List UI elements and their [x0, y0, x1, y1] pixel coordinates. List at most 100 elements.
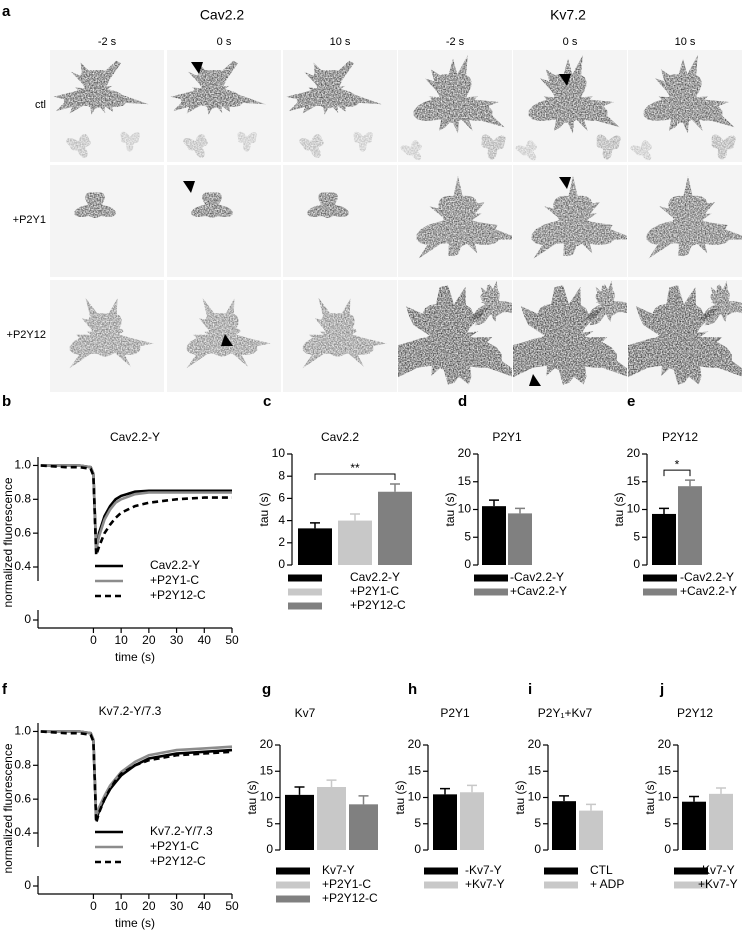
significance-bracket — [663, 469, 691, 477]
x-tick-label: 0 — [90, 899, 97, 913]
cell-group — [186, 297, 271, 369]
bar — [433, 794, 457, 850]
x-tick-label: 10 — [114, 899, 128, 913]
y-tick-label: 20 — [658, 737, 672, 751]
significance-label: * — [675, 457, 680, 471]
x-tick-label: 0 — [90, 633, 97, 647]
chart-title: P2Y₁+Kv7 — [538, 706, 593, 720]
legend-label: Kv7.2-Y/7.3 — [150, 824, 213, 838]
legend-swatch — [288, 602, 322, 610]
bar — [285, 794, 314, 850]
x-tick-label: 20 — [142, 633, 156, 647]
x-axis-label: time (s) — [115, 650, 155, 664]
cell-group — [302, 297, 387, 369]
cell-group — [400, 55, 506, 161]
y-tick-label: 15 — [627, 474, 641, 488]
panel-label: a — [2, 3, 11, 20]
y-tick-label: 0 — [24, 612, 31, 626]
cell — [584, 280, 627, 326]
x-tick-label: 50 — [225, 633, 239, 647]
legend-swatch — [276, 895, 310, 903]
y-axis-label: tau (s) — [612, 492, 626, 526]
error-bar — [440, 787, 450, 795]
timepoint-label: 0 s — [563, 36, 578, 48]
cell — [699, 280, 742, 326]
legend-swatch — [643, 588, 677, 596]
chart-title: P2Y12 — [662, 430, 698, 444]
y-tick-label: 10 — [408, 790, 422, 804]
error-bar — [559, 795, 569, 802]
cell-group — [646, 175, 742, 259]
error-bar — [689, 795, 699, 802]
error-bar — [515, 507, 525, 514]
panel-label: f — [2, 681, 8, 698]
cell-group — [398, 280, 512, 385]
y-tick-label: 15 — [658, 763, 672, 777]
cell-group — [74, 192, 116, 218]
cell — [528, 55, 620, 134]
arrowhead — [559, 177, 571, 189]
cell-group — [630, 55, 736, 161]
y-tick-label: 5 — [633, 529, 640, 543]
bar — [317, 787, 346, 850]
micrograph — [283, 165, 397, 277]
legend-swatch — [674, 867, 708, 875]
chart-title: Cav2.2-Y — [110, 430, 160, 444]
y-tick-label: 2 — [278, 535, 285, 549]
y-tick-label: 0 — [633, 557, 640, 571]
bar — [460, 792, 484, 850]
y-tick-label: 8 — [278, 468, 285, 482]
error-bar — [685, 479, 695, 487]
legend-swatch — [424, 881, 458, 889]
y-tick-label: 15 — [260, 763, 274, 777]
y-tick-label: 0.8 — [14, 491, 31, 505]
legend-swatch — [544, 867, 578, 875]
bar — [709, 793, 733, 850]
cell-group — [513, 280, 627, 385]
y-tick-label: 5 — [464, 529, 471, 543]
legend-swatch — [276, 867, 310, 875]
error-bar — [310, 522, 320, 529]
cell — [711, 134, 736, 160]
row-label: +P2Y12 — [7, 329, 46, 341]
row-label: +P2Y1 — [13, 214, 46, 226]
error-bar — [350, 513, 360, 521]
y-axis-label: tau (s) — [257, 492, 271, 526]
cell — [630, 140, 652, 161]
panel-label: j — [659, 681, 664, 698]
panel-label: c — [263, 393, 271, 410]
series-line — [40, 730, 233, 824]
error-bar — [358, 795, 369, 805]
legend-label: + ADP — [590, 877, 624, 891]
bar — [378, 491, 412, 565]
legend-swatch — [424, 867, 458, 875]
bar — [652, 513, 676, 565]
bar — [482, 506, 506, 565]
x-axis-label: time (s) — [115, 916, 155, 930]
error-bar — [326, 779, 337, 787]
bar — [508, 513, 532, 565]
cell-group — [307, 192, 349, 218]
y-axis-label: normalized fluorescence — [1, 477, 15, 607]
legend-label: -Cav2.2-Y — [680, 570, 734, 584]
y-tick-label: 10 — [272, 446, 286, 460]
y-tick-label: 10 — [658, 790, 672, 804]
cell — [413, 55, 505, 134]
panel-label: e — [627, 393, 635, 410]
x-tick-label: 50 — [225, 899, 239, 913]
y-tick-label: 20 — [408, 737, 422, 751]
legend-label: +P2Y1-C — [350, 584, 399, 598]
y-axis-label: tau (s) — [513, 780, 527, 814]
cell — [596, 134, 621, 160]
cell-group — [531, 175, 627, 259]
y-tick-label: 20 — [458, 446, 472, 460]
bar — [338, 520, 372, 565]
timepoint-label: -2 s — [446, 36, 465, 48]
error-bar — [489, 499, 499, 507]
legend-swatch — [288, 574, 322, 582]
bar — [298, 528, 332, 565]
arrowhead — [183, 181, 195, 193]
panel-label: i — [528, 681, 532, 698]
y-tick-label: 1.0 — [14, 724, 31, 738]
